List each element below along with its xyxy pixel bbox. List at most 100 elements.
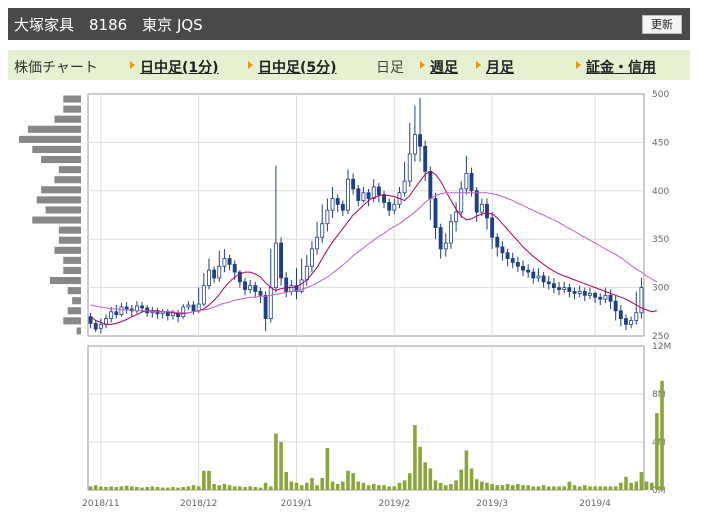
volume-profile-bar xyxy=(54,246,81,254)
volume-bar xyxy=(171,487,175,490)
volume-bar xyxy=(562,486,567,490)
volume-bar xyxy=(438,482,443,490)
volume-profile-bar xyxy=(36,196,81,204)
stock-title: 大塚家具 8186 東京 JQS xyxy=(14,16,203,34)
tab-weekly[interactable]: 週足 xyxy=(430,60,458,76)
candle xyxy=(248,285,253,290)
tab-intraday-1min[interactable]: 日中足(1分) xyxy=(140,60,219,76)
volume-bar xyxy=(392,486,397,490)
volume-bar xyxy=(150,486,155,490)
tab-monthly[interactable]: 月足 xyxy=(486,60,514,76)
candle xyxy=(613,300,618,312)
volume-bar xyxy=(541,485,546,490)
volume-bar xyxy=(603,486,608,490)
volume-bar xyxy=(449,484,453,490)
volume-bar xyxy=(582,485,587,490)
price-tick-label: 450 xyxy=(652,138,669,148)
refresh-button[interactable]: 更新 xyxy=(642,15,682,34)
tab-intraday-5min[interactable]: 日中足(5分) xyxy=(258,60,337,76)
volume-bar xyxy=(464,450,469,490)
volume-profile-bar xyxy=(45,206,81,214)
volume-bar xyxy=(274,433,278,490)
candle xyxy=(227,258,232,265)
volume-bar xyxy=(413,425,417,490)
candle xyxy=(515,262,520,267)
volume-bar xyxy=(469,468,474,490)
volume-profile-bar xyxy=(54,176,81,184)
volume-bar xyxy=(212,484,216,490)
candle xyxy=(454,211,459,223)
volume-profile-bar xyxy=(58,226,81,234)
tab-margin-credit[interactable]: 証金・信用 xyxy=(586,60,656,76)
volume-bar xyxy=(114,487,119,490)
long-moving-average-line xyxy=(90,192,658,314)
volume-bar xyxy=(371,484,376,490)
volume-profile-bar xyxy=(54,115,81,123)
volume-bar xyxy=(346,470,350,490)
arrow-right-icon xyxy=(248,61,253,69)
volume-bar xyxy=(505,484,510,490)
candle xyxy=(459,188,464,213)
volume-bar xyxy=(598,486,603,490)
volume-bar xyxy=(356,481,361,490)
candle xyxy=(335,198,340,205)
volume-bar xyxy=(129,486,134,490)
volume-bar xyxy=(351,473,355,490)
date-tick-label: 2019/3 xyxy=(476,499,508,509)
volume-bar xyxy=(495,485,500,490)
volume-bar xyxy=(593,486,597,490)
volume-bar xyxy=(93,485,98,490)
volume-profile-bar xyxy=(41,186,81,194)
candle xyxy=(371,186,376,199)
volume-bar xyxy=(407,473,412,490)
candle xyxy=(588,293,592,296)
volume-profile-bar xyxy=(27,125,81,133)
candle xyxy=(366,192,371,199)
candle xyxy=(387,202,392,211)
volume-bar xyxy=(109,486,113,490)
candle xyxy=(423,145,428,172)
candle xyxy=(464,172,469,190)
tab-daily: 日足 xyxy=(376,60,404,76)
candle xyxy=(603,294,608,300)
volume-bar xyxy=(289,481,294,490)
volume-bar xyxy=(104,487,108,490)
volume-bar xyxy=(639,472,644,490)
candle xyxy=(119,306,124,316)
candle xyxy=(598,296,603,300)
candle xyxy=(474,190,479,213)
volume-bar xyxy=(613,486,618,490)
candle xyxy=(217,265,222,279)
candle xyxy=(448,221,453,244)
price-tick-label: 300 xyxy=(652,284,669,294)
candle xyxy=(309,248,314,267)
candle xyxy=(330,198,335,211)
volume-bar xyxy=(459,469,464,490)
candle xyxy=(109,311,114,319)
volume-bar xyxy=(284,472,289,490)
volume-bar xyxy=(521,485,525,490)
candle xyxy=(479,203,484,213)
volume-bar xyxy=(145,487,150,490)
volume-bar xyxy=(335,484,340,490)
volume-bar xyxy=(433,480,438,490)
volume-bar xyxy=(330,481,335,490)
candle xyxy=(412,134,417,155)
volume-bar xyxy=(258,487,263,490)
candle xyxy=(279,242,283,279)
candle xyxy=(521,265,525,271)
volume-bar xyxy=(191,485,196,490)
volume-profile-bar xyxy=(67,287,81,295)
volume-bar xyxy=(624,476,628,490)
volume-bar xyxy=(402,480,407,490)
volume-profile-bar xyxy=(41,156,81,164)
volume-bar xyxy=(387,486,391,490)
candle xyxy=(299,279,304,292)
volume-bar xyxy=(377,485,381,490)
volume-bar xyxy=(588,486,592,490)
volume-profile-bar xyxy=(72,297,81,305)
volume-bar xyxy=(474,479,479,490)
date-tick-label: 2019/1 xyxy=(281,499,313,509)
volume-bar xyxy=(186,486,191,490)
